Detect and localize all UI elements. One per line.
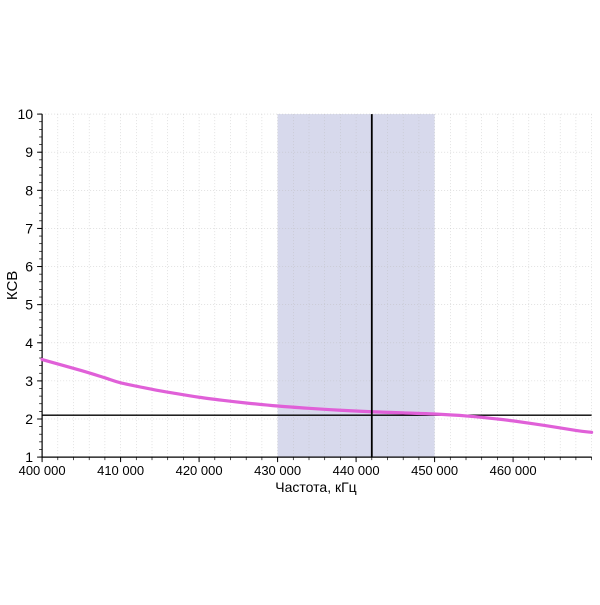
svg-text:460 000: 460 000 <box>490 463 537 478</box>
svg-text:4: 4 <box>25 335 33 351</box>
svg-text:430 000: 430 000 <box>254 463 301 478</box>
svg-text:3: 3 <box>25 373 33 389</box>
svg-text:400 000: 400 000 <box>19 463 66 478</box>
svg-text:2: 2 <box>25 411 33 427</box>
svg-text:7: 7 <box>25 220 33 236</box>
svg-text:8: 8 <box>25 182 33 198</box>
svg-text:5: 5 <box>25 297 33 313</box>
svg-text:420 000: 420 000 <box>176 463 223 478</box>
svg-text:Частота, кГц: Частота, кГц <box>275 479 356 495</box>
svg-text:6: 6 <box>25 259 33 275</box>
svg-text:440 000: 440 000 <box>333 463 380 478</box>
svg-text:КСВ: КСВ <box>4 271 21 300</box>
svg-text:9: 9 <box>25 144 33 160</box>
svg-text:10: 10 <box>18 106 34 122</box>
svg-text:450 000: 450 000 <box>411 463 458 478</box>
svg-text:410 000: 410 000 <box>97 463 144 478</box>
